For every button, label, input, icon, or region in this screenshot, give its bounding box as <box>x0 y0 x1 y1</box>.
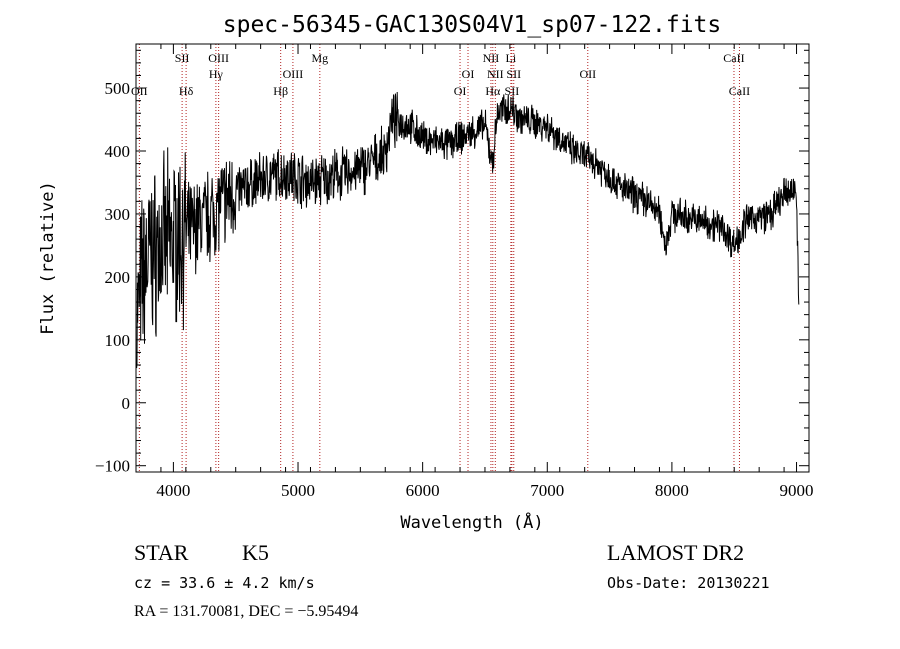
y-tick-label: −100 <box>95 457 130 476</box>
line-label: CaII <box>723 51 744 65</box>
y-tick-label: 0 <box>122 394 131 413</box>
line-label: Hα <box>485 84 501 98</box>
line-label: OIII <box>208 51 229 65</box>
x-axis-label: Wavelength (Å) <box>400 511 543 533</box>
chart-title: spec-56345-GAC130S04V1_sp07-122.fits <box>223 12 722 38</box>
line-label: Li <box>506 51 517 65</box>
line-label: OI <box>454 84 467 98</box>
line-label: Hγ <box>209 67 224 81</box>
line-label: Hδ <box>179 84 194 98</box>
line-label: OIII <box>283 67 304 81</box>
redshift-text: cz = 33.6 ± 4.2 km/s <box>134 574 315 592</box>
line-label: Mg <box>311 51 328 65</box>
line-label: NII <box>487 67 504 81</box>
x-tick-label: 4000 <box>156 481 190 500</box>
line-label: SII <box>505 84 520 98</box>
survey-name: LAMOST DR2 <box>607 540 745 565</box>
coordinates-text: RA = 131.70081, DEC = −5.95494 <box>134 603 359 620</box>
x-tick-label: 9000 <box>780 481 814 500</box>
y-tick-label: 500 <box>105 79 131 98</box>
axis-ticks-layer: 4000 5000 6000 7000 8000 9000 −100 0 100 200 300 40… <box>95 44 814 500</box>
observation-date: Obs-Date: 20130221 <box>607 574 770 592</box>
plot-frame <box>135 43 810 473</box>
y-tick-label: 100 <box>105 331 131 350</box>
line-label: SII <box>506 67 521 81</box>
emission-lines-layer <box>138 44 740 472</box>
line-label: OII <box>131 84 148 98</box>
x-tick-label: 6000 <box>406 481 440 500</box>
y-tick-label: 200 <box>105 268 131 287</box>
x-tick-label: 7000 <box>530 481 564 500</box>
x-tick-label: 5000 <box>281 481 315 500</box>
line-label: OII <box>579 67 596 81</box>
object-class: STAR <box>134 540 189 565</box>
y-tick-label: 300 <box>105 205 131 224</box>
line-label: CaII <box>729 84 750 98</box>
object-subclass: K5 <box>242 540 269 565</box>
line-label: SII <box>175 51 190 65</box>
y-tick-label: 400 <box>105 142 131 161</box>
spectrum-series-line <box>136 91 800 369</box>
line-labels-layer: OIISIIHδOIIIHγHβOIIIMgOIOINIIHαNIILiSIIS… <box>131 51 750 98</box>
spectrum-chart: spec-56345-GAC130S04V1_sp07-122.fits OII… <box>38 12 814 533</box>
line-label: OI <box>462 67 475 81</box>
line-label: NII <box>483 51 500 65</box>
line-label: Hβ <box>273 84 288 98</box>
x-tick-label: 8000 <box>655 481 689 500</box>
y-axis-label: Flux (relative) <box>38 181 58 335</box>
